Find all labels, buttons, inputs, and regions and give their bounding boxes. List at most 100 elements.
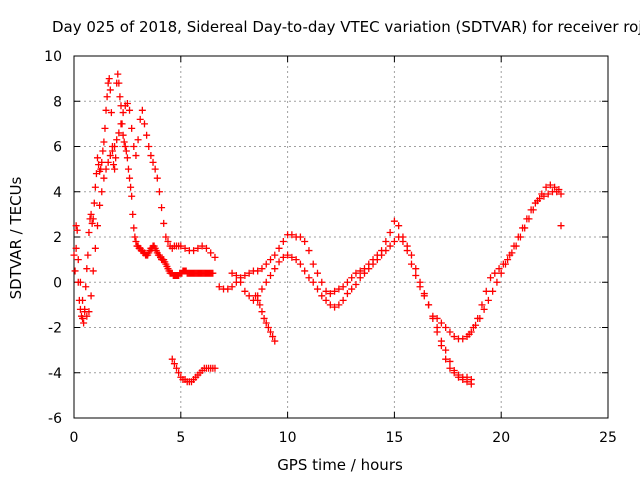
data-point — [209, 269, 217, 277]
data-point — [339, 283, 347, 291]
data-point — [79, 296, 87, 304]
data-point — [85, 308, 93, 316]
data-point — [102, 106, 110, 114]
data-point — [123, 100, 131, 108]
data-point — [90, 199, 98, 207]
data-point — [84, 251, 92, 259]
data-point — [123, 154, 131, 162]
data-point — [111, 165, 119, 173]
data-point — [98, 158, 106, 166]
data-point — [107, 109, 115, 117]
data-point — [162, 233, 170, 241]
data-point — [521, 224, 529, 232]
data-point — [79, 314, 87, 322]
data-point — [395, 233, 403, 241]
data-point — [369, 260, 377, 268]
data-point — [412, 265, 420, 273]
data-point — [516, 233, 524, 241]
y-axis: -6 -4 -2 0 2 4 6 8 10 — [44, 49, 608, 427]
data-point — [305, 247, 313, 255]
data-point — [211, 364, 219, 372]
data-point — [85, 228, 93, 236]
data-point — [489, 287, 497, 295]
data-point — [158, 204, 166, 212]
data-point — [138, 106, 146, 114]
data-point — [264, 324, 272, 331]
data-point — [352, 281, 360, 289]
data-point — [275, 244, 283, 252]
data-point — [433, 314, 441, 322]
data-point — [113, 136, 121, 144]
data-point — [301, 238, 309, 246]
data-point — [442, 346, 450, 354]
data-point — [98, 188, 106, 196]
data-point — [237, 278, 245, 286]
data-point — [442, 324, 450, 331]
data-point — [284, 251, 292, 259]
data-point — [70, 251, 78, 259]
data-point — [314, 285, 322, 293]
data-point — [544, 190, 552, 198]
data-point — [450, 369, 458, 377]
data-point — [497, 269, 505, 277]
data-point — [382, 247, 390, 255]
data-point — [245, 292, 253, 300]
data-point — [132, 238, 140, 246]
data-point — [386, 242, 394, 250]
data-point — [128, 124, 136, 132]
data-point — [87, 210, 95, 218]
data-point — [120, 138, 128, 146]
data-point — [160, 219, 168, 227]
data-point — [499, 260, 507, 268]
data-point — [322, 296, 330, 304]
data-point — [495, 265, 503, 273]
data-point — [115, 79, 123, 87]
y-tick-label: -2 — [48, 321, 62, 337]
data-point — [106, 86, 114, 94]
data-point — [348, 285, 356, 293]
data-point — [504, 256, 512, 264]
data-point — [121, 143, 129, 150]
data-point — [551, 183, 559, 191]
data-point — [269, 333, 277, 341]
data-point — [348, 274, 356, 282]
data-point — [102, 165, 110, 173]
data-point — [258, 308, 266, 316]
data-point — [87, 292, 95, 300]
data-point — [343, 278, 351, 286]
data-point — [104, 79, 112, 87]
data-point — [83, 265, 91, 273]
data-point — [71, 267, 79, 275]
data-point — [198, 242, 206, 250]
data-point — [267, 271, 275, 279]
data-point — [538, 190, 546, 198]
data-point — [365, 265, 373, 273]
data-point — [267, 256, 275, 264]
data-point — [131, 233, 139, 241]
data-point — [99, 147, 107, 155]
data-point — [399, 238, 407, 246]
x-tick-label: 10 — [279, 430, 297, 446]
data-point — [412, 271, 420, 279]
data-point — [128, 192, 136, 200]
data-point — [271, 337, 279, 345]
data-point — [331, 303, 339, 311]
data-point — [88, 219, 96, 227]
data-point — [459, 335, 467, 343]
data-point — [557, 190, 565, 198]
data-point — [72, 222, 80, 230]
data-point — [170, 360, 178, 368]
data-point — [437, 342, 445, 350]
data-point — [454, 373, 462, 381]
x-tick-label: 20 — [492, 430, 510, 446]
data-point — [296, 260, 304, 268]
data-point — [111, 143, 119, 150]
data-point — [546, 181, 554, 189]
data-point — [482, 287, 490, 295]
data-point — [76, 278, 84, 286]
x-tick-label: 25 — [599, 430, 617, 446]
data-point — [525, 215, 533, 223]
data-point — [194, 244, 202, 252]
data-point — [318, 292, 326, 300]
data-point — [271, 265, 279, 273]
